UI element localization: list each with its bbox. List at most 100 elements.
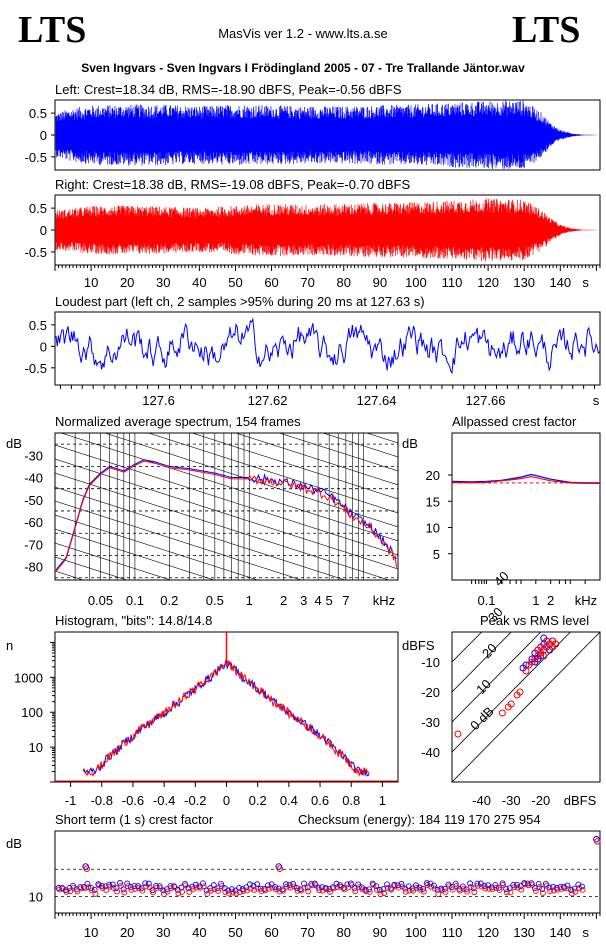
short-term-point-right <box>301 884 308 891</box>
short-term-point-left <box>120 886 127 893</box>
short-term-point-left <box>228 886 235 893</box>
short-term-outlier-right <box>83 865 90 873</box>
short-term-point-left <box>113 885 120 892</box>
short-term-point-right <box>283 883 290 890</box>
left-waveform-trace <box>55 100 598 169</box>
crest-xtick-label: 0.1 <box>477 593 495 608</box>
short-term-point-left <box>470 885 477 892</box>
short-term-point-right <box>366 888 373 895</box>
short-term-point-right <box>233 890 240 897</box>
short-term-point-left <box>236 885 243 891</box>
spectrum-frame <box>54 432 399 581</box>
short-term-point-left <box>579 883 585 890</box>
short-term-point-right <box>290 883 297 890</box>
spectrum-xtick-label: 7 <box>342 593 349 608</box>
short-term-point-right <box>78 885 84 892</box>
short-term-xtick-label: s <box>582 925 589 940</box>
short-term-point-right <box>124 883 131 890</box>
short-term-point-right <box>280 887 287 894</box>
peak-rms-ytick-label: -30 <box>421 715 440 730</box>
short-term-point-right <box>128 886 135 893</box>
short-term-point-right <box>507 889 514 896</box>
short-term-xtick-label: 120 <box>477 925 499 940</box>
short-term-point-right <box>179 889 185 895</box>
short-term-point-right <box>536 884 543 891</box>
short-term-point-right <box>348 882 355 889</box>
short-term-point-left <box>441 885 448 892</box>
spectrum-slope-line <box>55 613 398 723</box>
time-axis-label: 100 <box>405 275 427 290</box>
short-term-point-left <box>506 885 513 892</box>
short-term-xtick-label: 90 <box>373 925 387 940</box>
short-term-xtick-label: 30 <box>156 925 170 940</box>
short-term-point-left <box>246 881 253 888</box>
spectrum-ytick-label: -70 <box>24 537 43 552</box>
short-term-point-left <box>546 884 553 891</box>
spectrum-xtick-label: 0.05 <box>88 593 113 608</box>
spectrum-xunit: kHz <box>373 593 395 608</box>
histogram-right-trace <box>82 660 370 778</box>
histogram-ytick-label: 1000 <box>14 670 43 685</box>
peak-rms-diagonal <box>452 632 571 753</box>
short-term-point-left <box>550 883 557 890</box>
short-term-point-right <box>59 886 66 893</box>
short-term-point-right <box>420 888 427 895</box>
loudest-ytick-label: 0.5 <box>29 318 47 333</box>
short-term-point-right <box>518 886 525 893</box>
histogram-xtick-label: -1 <box>65 793 77 808</box>
short-term-point-right <box>388 886 395 893</box>
short-term-point-right <box>269 884 276 891</box>
short-term-xtick-label: 20 <box>120 925 134 940</box>
time-axis-label: s <box>582 275 589 290</box>
short-term-point-left <box>514 881 520 888</box>
time-axis-label: 90 <box>373 275 387 290</box>
short-term-xtick-label: 130 <box>513 925 535 940</box>
crest-ytick-label: 5 <box>433 547 440 562</box>
time-axis-label: 130 <box>513 275 535 290</box>
short-term-xtick-label: 40 <box>192 925 206 940</box>
spectrum-slope-line <box>55 514 259 580</box>
peak-rms-ylabel: dBFS <box>402 638 435 653</box>
short-term-point-right <box>294 887 301 894</box>
time-axis-label: 30 <box>156 275 170 290</box>
spectrum-slope-line <box>55 542 172 580</box>
right-waveform-ytick-label: -0.5 <box>25 245 47 260</box>
short-term-point-right <box>161 891 167 898</box>
time-axis-label: 120 <box>477 275 499 290</box>
peak-rms-diagonal-label: 10 <box>473 676 494 697</box>
short-term-point-left <box>344 881 351 888</box>
checksum-text: Checksum (energy): 184 119 170 275 954 <box>298 812 541 827</box>
short-term-point-right <box>139 887 146 894</box>
short-term-point-right <box>70 884 77 891</box>
short-term-xtick-label: 60 <box>264 925 278 940</box>
histogram-xtick-label: 0.6 <box>311 793 329 808</box>
spectrum-slope-line <box>55 444 398 556</box>
peak-rms-point <box>507 700 515 708</box>
short-term-point-left <box>268 881 275 888</box>
short-term-point-right <box>207 887 214 894</box>
short-term-point-right <box>189 886 196 893</box>
logo-left: LTS <box>18 9 87 51</box>
spectrum-slope-line <box>147 433 398 514</box>
right-waveform-trace <box>55 198 598 262</box>
short-term-point-right <box>496 887 503 894</box>
left-waveform-ytick-label: -0.5 <box>25 150 47 165</box>
short-term-point-right <box>384 884 391 891</box>
histogram-xtick-label: 1 <box>379 793 386 808</box>
short-term-point-left <box>333 880 340 887</box>
short-term-point-right <box>81 885 88 892</box>
spectrum-ytick-label: -50 <box>24 493 43 508</box>
short-term-point-right <box>334 884 341 890</box>
short-term-point-right <box>392 882 398 889</box>
short-term-point-right <box>363 888 370 895</box>
spectrum-xtick-label: 2 <box>280 593 287 608</box>
spectrum-title: Normalized average spectrum, 154 frames <box>55 414 301 429</box>
short-term-point-right <box>222 889 229 895</box>
short-term-point-left <box>91 886 98 893</box>
spectrum-slope-line <box>55 528 216 580</box>
crest-xtick-label: 2 <box>547 593 554 608</box>
peak-rms-point <box>534 655 542 663</box>
file-title: Sven Ingvars - Sven Ingvars I Frödinglan… <box>81 61 525 75</box>
short-term-point-left <box>163 886 170 893</box>
